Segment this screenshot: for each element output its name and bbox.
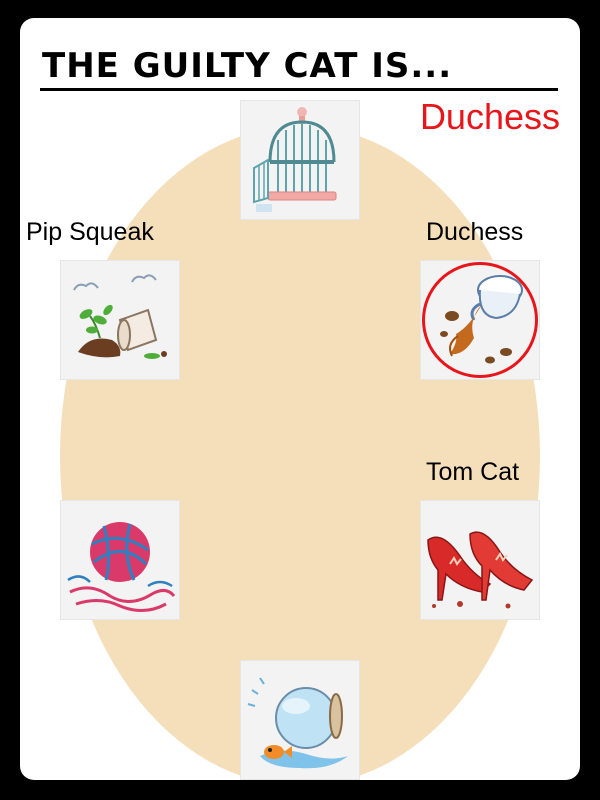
suspect-label-duchess: Duchess	[426, 218, 524, 246]
page-title: THE GUILTY CAT IS...	[42, 46, 453, 86]
item-fishbowl[interactable]	[240, 660, 360, 780]
game-card: THE GUILTY CAT IS... Duchess Duchess	[20, 18, 580, 780]
knocked-over-plant-icon	[73, 274, 167, 359]
suspect-label-pip-squeak: Pip Squeak	[26, 218, 154, 246]
open-birdcage-icon	[253, 107, 337, 212]
selection-ring	[422, 262, 538, 378]
tangled-yarn-icon	[67, 522, 176, 612]
item-birdcage[interactable]	[240, 100, 360, 220]
item-yarn[interactable]	[60, 500, 180, 620]
item-torn-shoes[interactable]	[420, 500, 540, 620]
item-spilled-coffee[interactable]	[420, 260, 540, 380]
item-flowerpot[interactable]	[60, 260, 180, 380]
guilty-cat-answer: Duchess	[419, 96, 560, 137]
torn-red-heels-icon	[427, 531, 534, 609]
suspect-label-tom-cat: Tom Cat	[426, 458, 520, 486]
title-underline	[40, 88, 558, 91]
tipped-fishbowl-icon	[247, 677, 348, 769]
